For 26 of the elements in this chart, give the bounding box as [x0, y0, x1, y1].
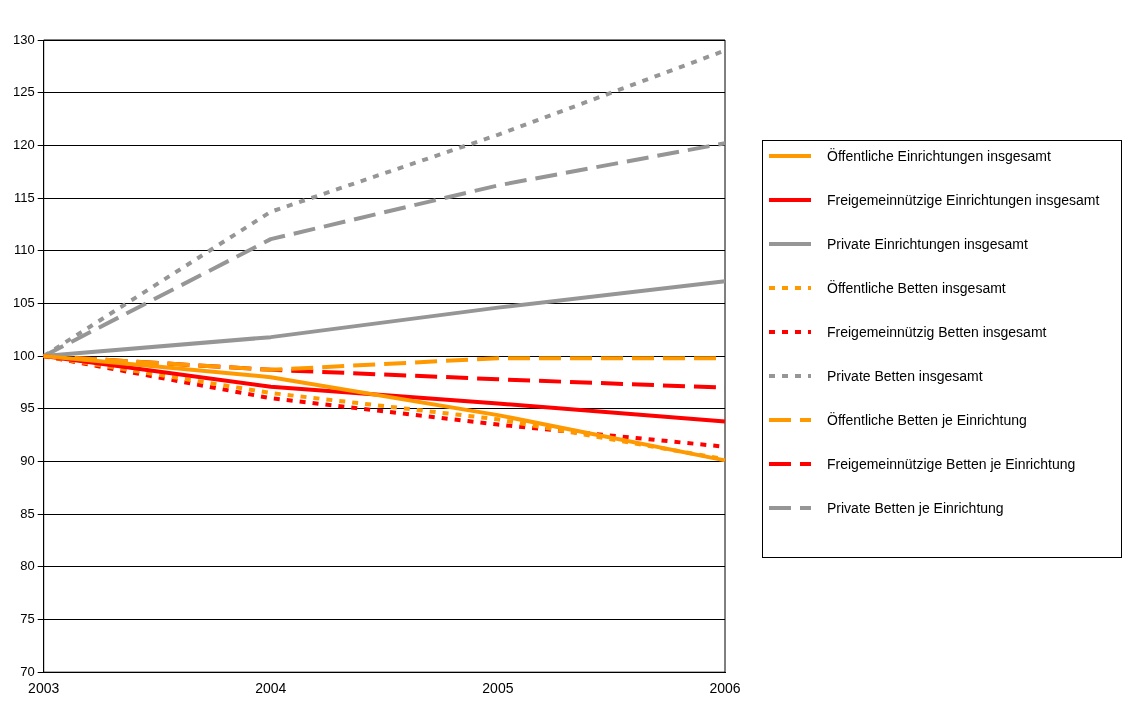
y-tick-label: 90 [20, 453, 35, 469]
legend-label: Private Betten je Einrichtung [827, 499, 1005, 518]
legend-label: Öffentliche Betten insgesamt [827, 279, 1007, 298]
x-tick-label: 2005 [482, 680, 514, 697]
x-tick-label: 2003 [28, 680, 60, 697]
y-tick-label: 95 [20, 400, 35, 416]
legend-label: Freigemeinnützig Betten insgesamt [827, 323, 1048, 342]
y-tick-label: 75 [20, 611, 35, 627]
x-tick-label: 2004 [255, 680, 287, 697]
y-tick-label: 85 [20, 505, 35, 521]
legend-label: Private Betten insgesamt [827, 367, 984, 386]
x-tick-label: 2006 [709, 680, 741, 697]
y-tick-label: 80 [20, 558, 35, 574]
y-tick-label: 100 [12, 347, 35, 363]
legend-label: Private Einrichtungen insgesamt [827, 235, 1029, 254]
legend-label: Freigemeinnützige Einrichtungen insgesamt [827, 191, 1101, 210]
y-tick-label: 70 [20, 663, 35, 679]
legend-label: Öffentliche Betten je Einrichtung [827, 411, 1028, 430]
y-tick-label: 105 [12, 294, 35, 310]
y-tick-label: 130 [12, 31, 35, 47]
y-tick-label: 110 [13, 242, 35, 258]
y-tick-label: 115 [13, 189, 35, 205]
legend-label: Öffentliche Einrichtungen insgesamt [827, 147, 1052, 166]
y-tick-label: 125 [12, 84, 35, 100]
legend-label: Freigemeinnützige Betten je Einrichtung [827, 455, 1077, 474]
y-tick-label: 120 [12, 136, 35, 152]
